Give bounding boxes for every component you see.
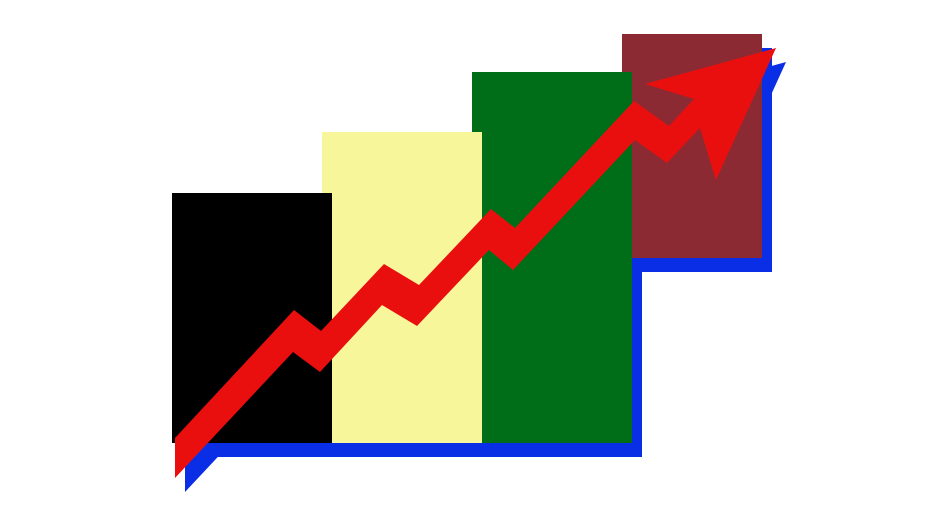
growth-arrow-graphic bbox=[0, 0, 925, 530]
graphic-stage bbox=[0, 0, 925, 530]
bar-3 bbox=[472, 72, 632, 443]
bar-1 bbox=[172, 193, 332, 443]
